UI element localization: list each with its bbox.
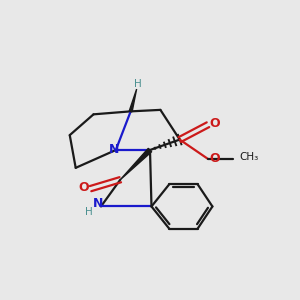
Text: O: O <box>79 181 89 194</box>
Text: H: H <box>85 207 92 218</box>
Text: N: N <box>109 142 119 156</box>
Text: CH₃: CH₃ <box>240 152 259 162</box>
Text: N: N <box>93 197 103 210</box>
Text: O: O <box>209 117 220 130</box>
Polygon shape <box>120 148 152 180</box>
Text: O: O <box>209 152 220 165</box>
Text: H: H <box>134 79 142 89</box>
Polygon shape <box>129 89 137 112</box>
